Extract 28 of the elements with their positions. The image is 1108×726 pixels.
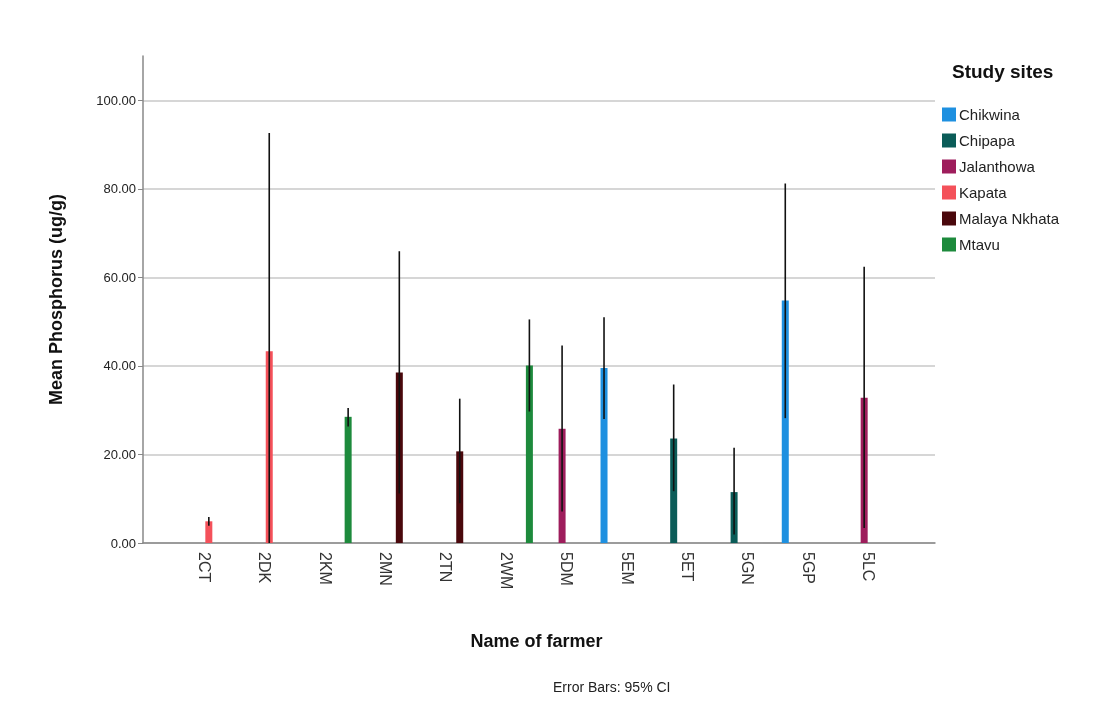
x-tick-label: 5DM xyxy=(558,552,576,586)
x-tick-label: 5GP xyxy=(799,552,817,585)
legend-label: Jalanthowa xyxy=(959,158,1036,175)
legend-label: Malaya Nkhata xyxy=(959,210,1060,227)
x-axis-title: Name of farmer xyxy=(470,631,603,651)
legend-label: Kapata xyxy=(959,184,1008,201)
y-axis-title: Mean Phosphorus (ug/g) xyxy=(46,194,66,405)
y-tick-label: 0.00 xyxy=(110,535,136,551)
x-tick-label: 2CT xyxy=(195,552,213,583)
y-tick-label: 20.00 xyxy=(103,446,136,462)
legend-label: Chipapa xyxy=(959,132,1016,149)
y-tick-label: 60.00 xyxy=(103,269,136,285)
x-tick-label: 5EM xyxy=(618,552,636,585)
x-tick-label: 5GN xyxy=(739,552,757,585)
x-tick-label: 5LC xyxy=(860,552,878,582)
legend-label: Chikwina xyxy=(959,106,1021,123)
x-tick-label: 2TN xyxy=(437,552,455,583)
x-tick-label: 5ET xyxy=(679,552,697,582)
text: Error Bars: 95% CI xyxy=(553,679,671,695)
x-tick-label: 2MN xyxy=(376,552,394,586)
y-tick-label: 40.00 xyxy=(103,358,136,374)
x-tick-label: 2WM xyxy=(497,552,515,590)
legend-label: Mtavu xyxy=(959,236,1000,253)
x-tick-label: 2DK xyxy=(256,552,274,584)
legend-title: Study sites xyxy=(952,61,1054,82)
y-tick-label: 80.00 xyxy=(103,181,136,197)
x-tick-label: 2KM xyxy=(316,552,334,585)
y-tick-label: 100.00 xyxy=(96,92,136,108)
